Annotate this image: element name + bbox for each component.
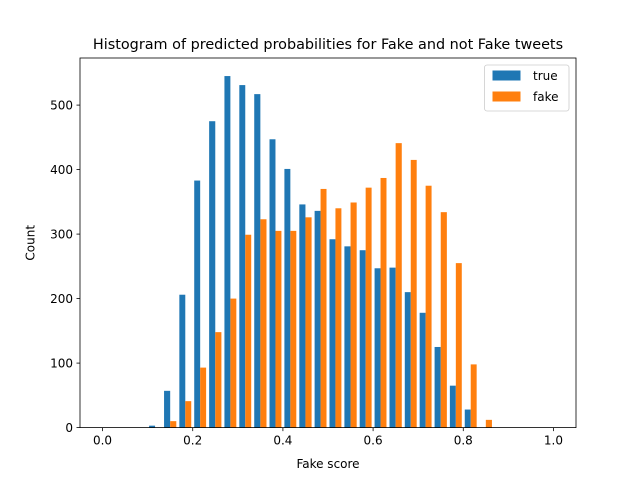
bar-fake-bin-17 bbox=[365, 187, 372, 428]
bar-fake-bin-4 bbox=[170, 421, 177, 428]
y-axis-label: Count bbox=[24, 225, 38, 261]
legend-label-fake: fake bbox=[533, 90, 558, 104]
y-tick-label: 500 bbox=[50, 98, 73, 112]
x-tick-label: 0.0 bbox=[93, 434, 112, 448]
x-tick-label: 0.2 bbox=[183, 434, 202, 448]
x-axis-label: Fake score bbox=[296, 457, 359, 471]
x-tick-label: 1.0 bbox=[544, 434, 563, 448]
y-tick-label: 300 bbox=[50, 227, 73, 241]
legend-swatch-fake bbox=[492, 91, 521, 102]
bar-true-bin-13 bbox=[299, 204, 306, 428]
bar-fake-bin-21 bbox=[425, 185, 432, 428]
bar-true-bin-22 bbox=[434, 346, 441, 428]
bar-true-bin-8 bbox=[224, 76, 231, 428]
y-tick-label: 0 bbox=[65, 421, 73, 435]
y-tick-label: 200 bbox=[50, 292, 73, 306]
bar-fake-bin-9 bbox=[245, 234, 252, 428]
bar-true-bin-17 bbox=[359, 250, 366, 428]
bars-layer bbox=[149, 76, 492, 428]
bar-fake-bin-11 bbox=[275, 230, 282, 428]
bar-true-bin-23 bbox=[449, 385, 456, 428]
bar-true-bin-5 bbox=[179, 294, 186, 428]
plot-area-frame bbox=[79, 57, 577, 429]
bar-true-bin-12 bbox=[284, 168, 291, 428]
bar-fake-bin-25 bbox=[485, 419, 492, 428]
bar-fake-bin-15 bbox=[335, 208, 342, 428]
bar-true-bin-6 bbox=[194, 180, 201, 428]
bar-fake-bin-7 bbox=[215, 332, 222, 428]
bar-fake-bin-19 bbox=[395, 143, 402, 428]
bar-true-bin-18 bbox=[374, 268, 381, 428]
x-tick-label: 0.4 bbox=[273, 434, 292, 448]
bar-fake-bin-12 bbox=[290, 230, 297, 428]
y-tick-label: 400 bbox=[50, 163, 73, 177]
bar-fake-bin-23 bbox=[455, 263, 462, 428]
bar-true-bin-24 bbox=[464, 409, 471, 428]
legend-label-true: true bbox=[533, 69, 558, 83]
bar-true-bin-9 bbox=[239, 85, 246, 428]
bar-true-bin-4 bbox=[164, 390, 171, 428]
bar-true-bin-21 bbox=[419, 312, 426, 428]
bar-true-bin-14 bbox=[314, 210, 321, 428]
x-tick-label: 0.6 bbox=[364, 434, 383, 448]
bar-fake-bin-8 bbox=[230, 298, 237, 428]
bar-true-bin-19 bbox=[389, 267, 396, 428]
bar-fake-bin-20 bbox=[410, 159, 417, 428]
y-axis-ticks: 0 100 200 300 400 500 bbox=[50, 98, 80, 435]
bar-fake-bin-13 bbox=[305, 217, 312, 428]
x-tick-label: 0.8 bbox=[454, 434, 473, 448]
bar-true-bin-3 bbox=[149, 425, 156, 428]
bar-fake-bin-24 bbox=[470, 364, 477, 428]
bar-fake-bin-22 bbox=[440, 212, 447, 428]
y-tick-label: 100 bbox=[50, 356, 73, 370]
legend: true fake bbox=[484, 64, 570, 112]
x-axis-ticks: 0.0 0.2 0.4 0.6 0.8 1.0 bbox=[93, 427, 563, 448]
bar-fake-bin-6 bbox=[200, 367, 207, 428]
bar-fake-bin-5 bbox=[185, 401, 192, 428]
bar-fake-bin-18 bbox=[380, 177, 387, 428]
bar-true-bin-15 bbox=[329, 239, 336, 428]
legend-swatch-true bbox=[492, 70, 521, 81]
bar-true-bin-20 bbox=[404, 292, 411, 428]
bar-fake-bin-14 bbox=[320, 188, 327, 428]
chart-title: Histogram of predicted probabilities for… bbox=[93, 37, 563, 53]
bar-true-bin-16 bbox=[344, 246, 351, 428]
bar-true-bin-11 bbox=[269, 139, 276, 428]
bar-fake-bin-10 bbox=[260, 219, 267, 428]
bar-true-bin-10 bbox=[254, 94, 261, 428]
bar-fake-bin-16 bbox=[350, 202, 357, 428]
bar-true-bin-7 bbox=[209, 121, 216, 428]
